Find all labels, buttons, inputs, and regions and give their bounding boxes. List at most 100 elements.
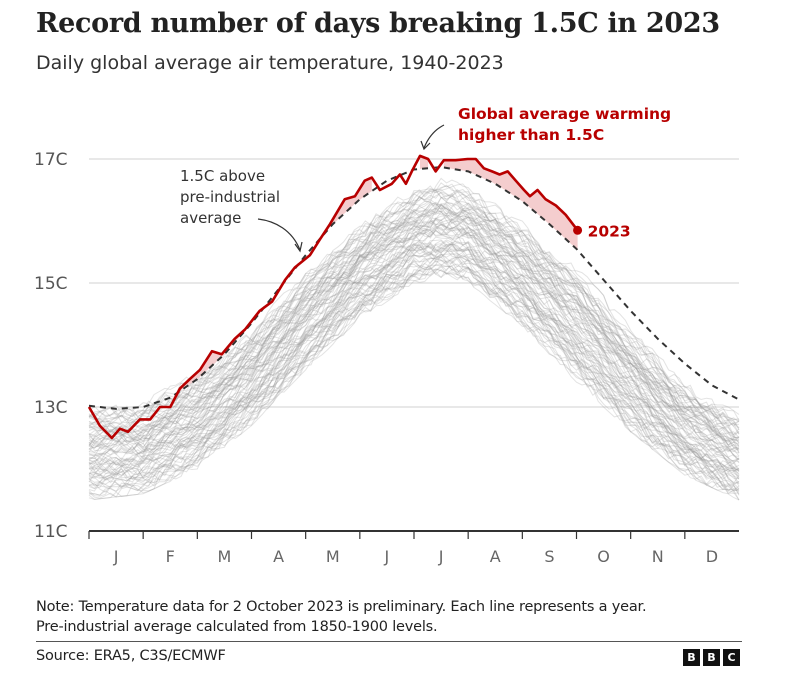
historical-year-line bbox=[88, 203, 740, 443]
historical-year-line bbox=[88, 225, 740, 464]
historical-year-line bbox=[88, 245, 740, 479]
historical-year-line bbox=[88, 256, 740, 492]
y-tick-label: 15C bbox=[34, 274, 68, 294]
historical-year-line bbox=[88, 268, 740, 501]
historical-year-line bbox=[88, 177, 740, 421]
historical-year-line bbox=[88, 201, 740, 444]
historical-year-line bbox=[88, 201, 740, 439]
note-line-1: Note: Temperature data for 2 October 202… bbox=[36, 599, 647, 615]
historical-year-line bbox=[88, 211, 740, 447]
gridlines bbox=[89, 158, 739, 408]
historical-year-line bbox=[88, 243, 740, 485]
historical-year-line bbox=[88, 220, 740, 456]
x-tick-label: M bbox=[326, 547, 340, 566]
historical-year-line bbox=[88, 243, 740, 473]
historical-year-line bbox=[88, 214, 740, 447]
historical-year-line bbox=[88, 230, 740, 472]
historical-year-line bbox=[88, 242, 740, 473]
source-text: Source: ERA5, C3S/ECMWF bbox=[36, 648, 226, 664]
historical-year-line bbox=[88, 196, 740, 436]
historical-year-line bbox=[88, 269, 740, 501]
historical-year-line bbox=[88, 229, 740, 462]
historical-year-line bbox=[88, 245, 740, 476]
historical-year-line bbox=[88, 210, 740, 449]
y-tick-label: 17C bbox=[34, 150, 68, 170]
x-tick-label: A bbox=[490, 547, 501, 566]
historical-year-line bbox=[88, 264, 740, 496]
chart-note: Note: Temperature data for 2 October 202… bbox=[36, 597, 776, 637]
historical-year-line bbox=[88, 256, 740, 489]
historical-year-line bbox=[88, 183, 740, 431]
x-tick-label: J bbox=[384, 547, 390, 566]
arrow-head-icon bbox=[294, 241, 303, 253]
historical-year-line bbox=[88, 195, 740, 435]
historical-year-line bbox=[88, 250, 740, 488]
historical-year-line bbox=[88, 184, 740, 429]
annotations: 1.5C above pre-industrial average Global av… bbox=[180, 105, 671, 253]
line-2023 bbox=[87, 154, 579, 440]
historical-year-line bbox=[88, 204, 740, 438]
historical-year-line bbox=[88, 252, 740, 492]
historical-year-line bbox=[88, 243, 740, 479]
historical-year-line bbox=[88, 219, 740, 463]
historical-year-line bbox=[88, 224, 740, 457]
historical-year-line bbox=[88, 268, 740, 501]
warming-annotation-text: Global average warming bbox=[458, 105, 671, 123]
historical-year-lines bbox=[88, 177, 740, 501]
historical-year-line bbox=[88, 195, 740, 435]
historical-year-line bbox=[88, 241, 740, 473]
historical-year-line bbox=[88, 260, 740, 496]
historical-year-line bbox=[88, 185, 740, 419]
historical-year-line bbox=[88, 206, 740, 436]
y-tick-label: 11C bbox=[34, 522, 68, 542]
x-tick-label: D bbox=[706, 547, 718, 566]
historical-year-line bbox=[88, 235, 740, 471]
x-tick-label: S bbox=[544, 547, 554, 566]
line-2023-group bbox=[87, 154, 583, 440]
historical-year-line bbox=[88, 201, 740, 437]
historical-year-line bbox=[88, 212, 740, 447]
historical-year-line bbox=[88, 253, 740, 483]
historical-year-line bbox=[88, 239, 740, 477]
historical-year-line bbox=[88, 242, 740, 478]
historical-year-line bbox=[88, 253, 740, 490]
historical-year-line bbox=[88, 236, 740, 471]
historical-year-line bbox=[88, 222, 740, 455]
y-tick-label: 13C bbox=[34, 398, 68, 418]
historical-year-line bbox=[88, 258, 740, 492]
historical-year-line bbox=[88, 189, 740, 423]
historical-year-line bbox=[88, 210, 740, 446]
historical-year-line bbox=[88, 224, 740, 464]
historical-year-line bbox=[88, 203, 740, 445]
historical-year-line bbox=[88, 245, 740, 475]
historical-year-line bbox=[88, 256, 740, 495]
x-tick-label: A bbox=[273, 547, 284, 566]
bbc-logo: B B C bbox=[683, 649, 740, 666]
historical-year-line bbox=[88, 223, 740, 457]
chart-subtitle: Daily global average air temperature, 19… bbox=[36, 52, 504, 74]
historical-year-line bbox=[88, 182, 740, 427]
warming-annotation-arrow bbox=[423, 124, 445, 149]
historical-year-line bbox=[88, 191, 740, 429]
temperature-chart: 11C 13C 15C 17C J F M A M J J A S O N D 1.5C above pre-… bbox=[34, 105, 740, 566]
threshold-annotation-text: 1.5C above bbox=[180, 167, 265, 185]
bbc-logo-letter: B bbox=[703, 649, 720, 666]
historical-year-line bbox=[88, 267, 740, 494]
above-threshold-area bbox=[443, 159, 578, 251]
historical-year-line bbox=[88, 199, 740, 444]
x-tick-label: N bbox=[652, 547, 664, 566]
historical-year-line bbox=[88, 242, 740, 480]
historical-year-line bbox=[88, 219, 740, 457]
historical-year-line bbox=[88, 226, 740, 454]
historical-year-line bbox=[88, 213, 740, 448]
chart-title: Record number of days breaking 1.5C in 2… bbox=[36, 8, 720, 39]
series-label-2023: 2023 bbox=[588, 222, 631, 240]
x-tick-label: F bbox=[166, 547, 175, 566]
warming-annotation-text: higher than 1.5C bbox=[458, 126, 604, 144]
threshold-annotation-arrow bbox=[257, 218, 301, 251]
historical-year-line bbox=[88, 202, 740, 447]
x-tick-label: J bbox=[113, 547, 119, 566]
historical-year-line bbox=[88, 239, 740, 469]
historical-year-line bbox=[88, 229, 740, 467]
